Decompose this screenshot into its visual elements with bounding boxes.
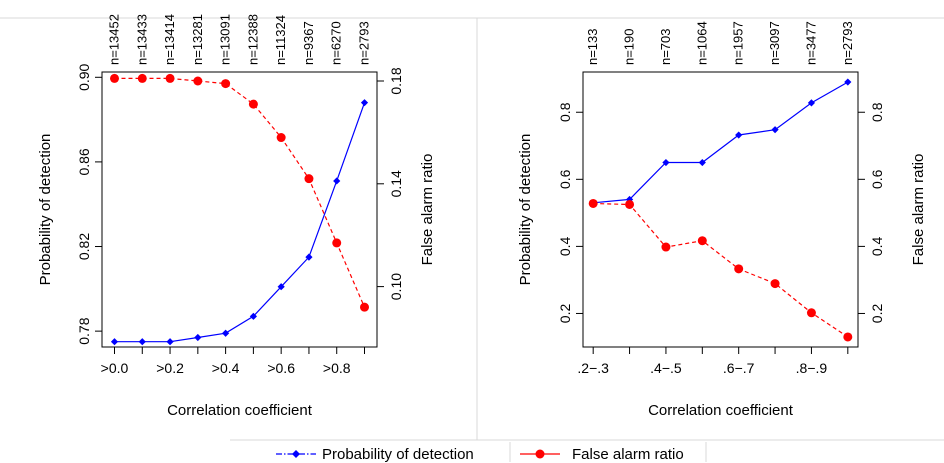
y2-tick-label: 0.4 [869, 236, 885, 256]
data-point-far [332, 238, 342, 248]
legend: Probability of detection False alarm rat… [276, 442, 707, 463]
x-tick-label: >0.8 [323, 360, 351, 376]
data-point-far [137, 73, 147, 83]
data-point-pod [138, 338, 146, 346]
data-point-pod [360, 99, 369, 107]
y2-axis-title: False alarm ratio [910, 154, 927, 266]
x-axis-title: Correlation coefficient [648, 402, 794, 419]
sample-size-label: n=2793 [357, 21, 372, 65]
sample-size-label: n=11324 [273, 15, 288, 65]
legend-pod-marker [292, 450, 300, 458]
sample-size-label: n=13281 [190, 14, 205, 65]
left-chart-panel: >0.0 >0.2 >0.4 >0.6 >0.8 n=13452 n=13433 n=1341… [37, 14, 436, 419]
data-point-far [661, 242, 671, 252]
sample-size-label: n=1957 [731, 21, 746, 65]
x-tick-label: >0.0 [101, 360, 129, 376]
data-point-pod [807, 99, 816, 107]
x-tick-label: >0.6 [267, 360, 295, 376]
x-tick-label: .6−.7 [723, 360, 755, 376]
y2-tick-label: 0.14 [388, 170, 404, 197]
legend-far-marker [535, 449, 545, 459]
y-tick-label: 0.4 [557, 236, 573, 256]
data-point-far [110, 73, 119, 83]
y2-tick-label: 0.8 [869, 102, 885, 122]
y-tick-label: 0.82 [76, 233, 92, 260]
data-point-far [165, 73, 175, 83]
data-point-pod [277, 283, 285, 291]
sample-size-label: n=13414 [162, 14, 177, 65]
x-tick-label: >0.4 [212, 360, 240, 376]
series-line-far [114, 77, 366, 308]
data-point-pod [844, 78, 852, 86]
data-point-far [625, 199, 635, 209]
sample-size-label: n=703 [658, 28, 673, 65]
y-axis-title: Probability of detection [517, 134, 534, 286]
data-point-pod [166, 338, 174, 346]
x-tick-label: .2−.3 [577, 360, 609, 376]
data-point-pod [194, 333, 202, 342]
data-point-far [843, 332, 853, 342]
y-tick-label: 0.90 [76, 63, 92, 90]
sample-size-label: n=2793 [840, 21, 855, 65]
data-point-far [221, 79, 231, 89]
data-point-pod [662, 158, 670, 167]
sample-size-label: n=190 [622, 28, 637, 65]
y2-axis-title: False alarm ratio [419, 154, 436, 266]
data-point-far [734, 264, 744, 274]
data-point-pod [735, 131, 743, 139]
y-tick-label: 0.86 [76, 148, 92, 175]
x-tick-label: .4−.5 [650, 360, 682, 376]
series-line-pod [593, 81, 849, 204]
data-point-far [697, 236, 707, 246]
data-point-far [193, 76, 203, 86]
data-point-pod [305, 253, 313, 261]
series-line-pod [114, 102, 366, 343]
data-point-pod [110, 338, 119, 346]
sample-size-label: n=133 [585, 28, 600, 65]
y-tick-label: 0.78 [76, 317, 92, 344]
y2-tick-label: 0.18 [388, 67, 404, 94]
plot-frame [582, 71, 859, 348]
sample-size-label: n=6270 [329, 21, 344, 65]
x-tick-label: >0.2 [156, 360, 184, 376]
data-point-far [806, 308, 816, 318]
data-point-far [304, 174, 314, 184]
data-point-pod [222, 329, 230, 337]
data-point-pod [771, 126, 779, 134]
sample-size-label: n=13091 [218, 14, 233, 65]
data-point-pod [698, 158, 706, 167]
y-tick-label: 0.2 [557, 304, 573, 324]
y-tick-label: 0.8 [557, 102, 573, 122]
y2-tick-label: 0.10 [388, 273, 404, 300]
data-point-far [770, 279, 780, 289]
data-point-far [360, 302, 369, 312]
legend-pod-label: Probability of detection [322, 446, 474, 463]
series-line-far [593, 202, 849, 338]
x-axis-title: Correlation coefficient [167, 402, 313, 419]
sample-size-label: n=13433 [134, 14, 149, 65]
sample-size-label: n=9367 [301, 21, 316, 65]
y2-tick-label: 0.2 [869, 304, 885, 324]
y2-tick-label: 0.6 [869, 169, 885, 189]
x-tick-label: .8−.9 [796, 360, 828, 376]
data-point-far [248, 99, 258, 109]
y-axis-title: Probability of detection [37, 134, 54, 286]
sample-size-label: n=3097 [767, 21, 782, 65]
sample-size-label: n=1064 [694, 21, 709, 65]
sample-size-label: n=13452 [107, 14, 122, 65]
right-chart-panel: .2−.3 .4−.5 .6−.7 .8−.9 n=133 n=190 n=703 n=106… [517, 21, 927, 419]
sample-size-label: n=12388 [245, 14, 260, 65]
data-point-far [588, 198, 598, 208]
data-point-far [276, 133, 286, 143]
data-point-pod [333, 177, 341, 185]
sample-size-label: n=3477 [803, 21, 818, 65]
y-tick-label: 0.6 [557, 169, 573, 189]
plot-frame [101, 71, 378, 348]
data-point-pod [249, 312, 257, 320]
legend-far-label: False alarm ratio [572, 446, 684, 463]
